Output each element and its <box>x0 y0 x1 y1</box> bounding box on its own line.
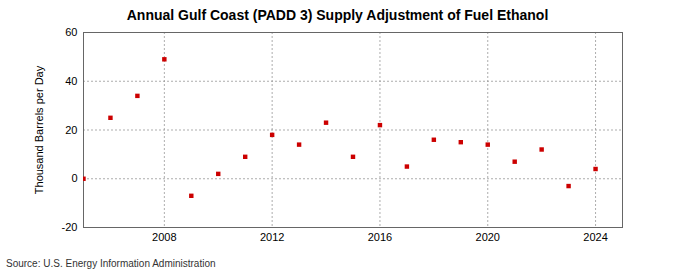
svg-text:2008: 2008 <box>152 231 176 243</box>
svg-text:2016: 2016 <box>368 231 392 243</box>
svg-text:2024: 2024 <box>583 231 607 243</box>
svg-text:2020: 2020 <box>476 231 500 243</box>
svg-text:Thousand Barrels per Day: Thousand Barrels per Day <box>33 65 45 194</box>
svg-text:20: 20 <box>65 124 77 136</box>
html-text:Source: U.S. Energy Informatio: Source: U.S. Energy Information Administ… <box>6 258 216 269</box>
svg-text:-20: -20 <box>62 221 78 233</box>
svg-text:60: 60 <box>65 26 77 38</box>
svg-text:2012: 2012 <box>260 231 284 243</box>
svg-text:0: 0 <box>71 172 77 184</box>
svg-text:40: 40 <box>65 75 77 87</box>
html-text:Annual Gulf Coast (PADD 3) Sup: Annual Gulf Coast (PADD 3) Supply Adjust… <box>126 7 549 23</box>
